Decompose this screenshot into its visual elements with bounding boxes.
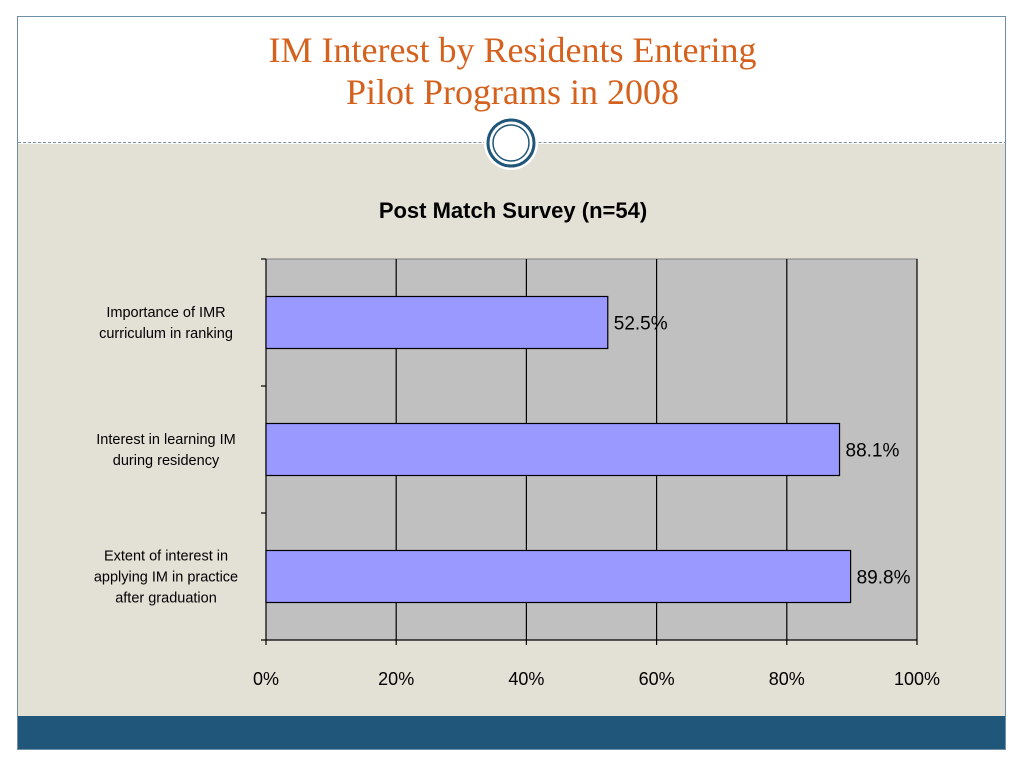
x-tick-label: 100% bbox=[894, 669, 940, 689]
category-label: curriculum in ranking bbox=[99, 326, 233, 342]
x-tick-label: 80% bbox=[769, 669, 805, 689]
x-tick-label: 40% bbox=[508, 669, 544, 689]
data-label: 52.5% bbox=[614, 314, 668, 335]
footer-bar bbox=[18, 716, 1005, 749]
slide-title: IM Interest by Residents Entering Pilot … bbox=[18, 29, 1005, 113]
bar bbox=[265, 295, 609, 350]
category-label: Importance of IMR bbox=[106, 305, 225, 321]
chart-title: Post Match Survey (n=54) bbox=[379, 198, 647, 223]
slide-title-line-1: IM Interest by Residents Entering bbox=[268, 30, 757, 70]
category-label: Extent of interest in bbox=[104, 549, 228, 565]
category-label: during residency bbox=[113, 453, 220, 469]
bar bbox=[265, 422, 841, 477]
slide-title-line-2: Pilot Programs in 2008 bbox=[345, 72, 680, 112]
circle-ornament-icon bbox=[484, 116, 538, 170]
x-tick-label: 20% bbox=[378, 669, 414, 689]
bar bbox=[265, 549, 852, 604]
data-label: 89.8% bbox=[857, 568, 911, 589]
x-tick-label: 60% bbox=[639, 669, 675, 689]
category-label: Interest in learning IM bbox=[96, 432, 235, 448]
x-tick-label: 0% bbox=[253, 669, 279, 689]
data-label: 88.1% bbox=[846, 441, 900, 462]
category-label: after graduation bbox=[115, 591, 217, 607]
category-label: applying IM in practice bbox=[94, 570, 238, 586]
